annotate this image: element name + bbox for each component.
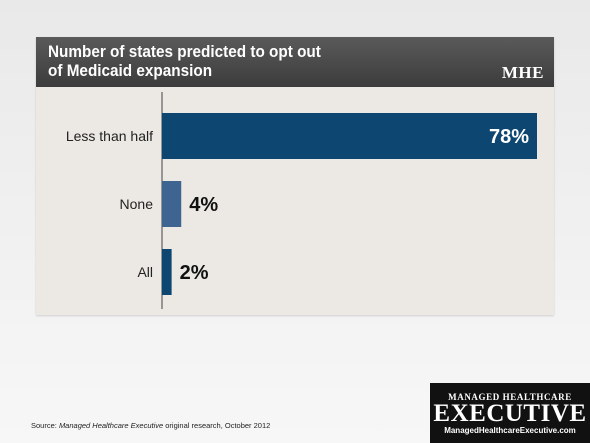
logo-line2: EXECUTIVE — [433, 400, 587, 427]
brand-mark: MHE — [501, 63, 544, 82]
category-label: None — [120, 196, 154, 212]
bar-less-than-half — [162, 113, 537, 159]
value-label: 4% — [189, 194, 218, 216]
source-suffix: original research, October 2012 — [163, 421, 271, 430]
category-label: Less than half — [66, 128, 153, 144]
logo-line1: MANAGED HEALTHCARE — [448, 392, 572, 402]
source-prefix: Source: — [31, 421, 59, 430]
bar-none — [162, 181, 182, 227]
chart-title: Number of states predicted to opt out of… — [48, 42, 426, 80]
value-label: 78% — [489, 126, 529, 148]
chart-card: Number of states predicted to opt out of… — [36, 37, 554, 315]
category-label: All — [137, 264, 153, 280]
chart-header: Number of states predicted to opt out of… — [36, 37, 554, 87]
logo-url: ManagedHealthcareExecutive.com — [444, 426, 576, 435]
bars-group: Less than half 78% None 4% All 2% — [66, 113, 537, 295]
bar-chart: Less than half 78% None 4% All 2% — [66, 92, 537, 309]
publication-logo: MANAGED HEALTHCARE EXECUTIVE ManagedHeal… — [430, 383, 590, 443]
chart-title-line1: Number of states predicted to opt out — [48, 42, 321, 61]
source-note: Source: Managed Healthcare Executive ori… — [31, 421, 270, 430]
bar-all — [162, 249, 172, 295]
source-publication: Managed Healthcare Executive — [58, 421, 164, 430]
chart-title-line2: of Medicaid expansion — [48, 61, 213, 80]
value-label: 2% — [180, 262, 209, 284]
